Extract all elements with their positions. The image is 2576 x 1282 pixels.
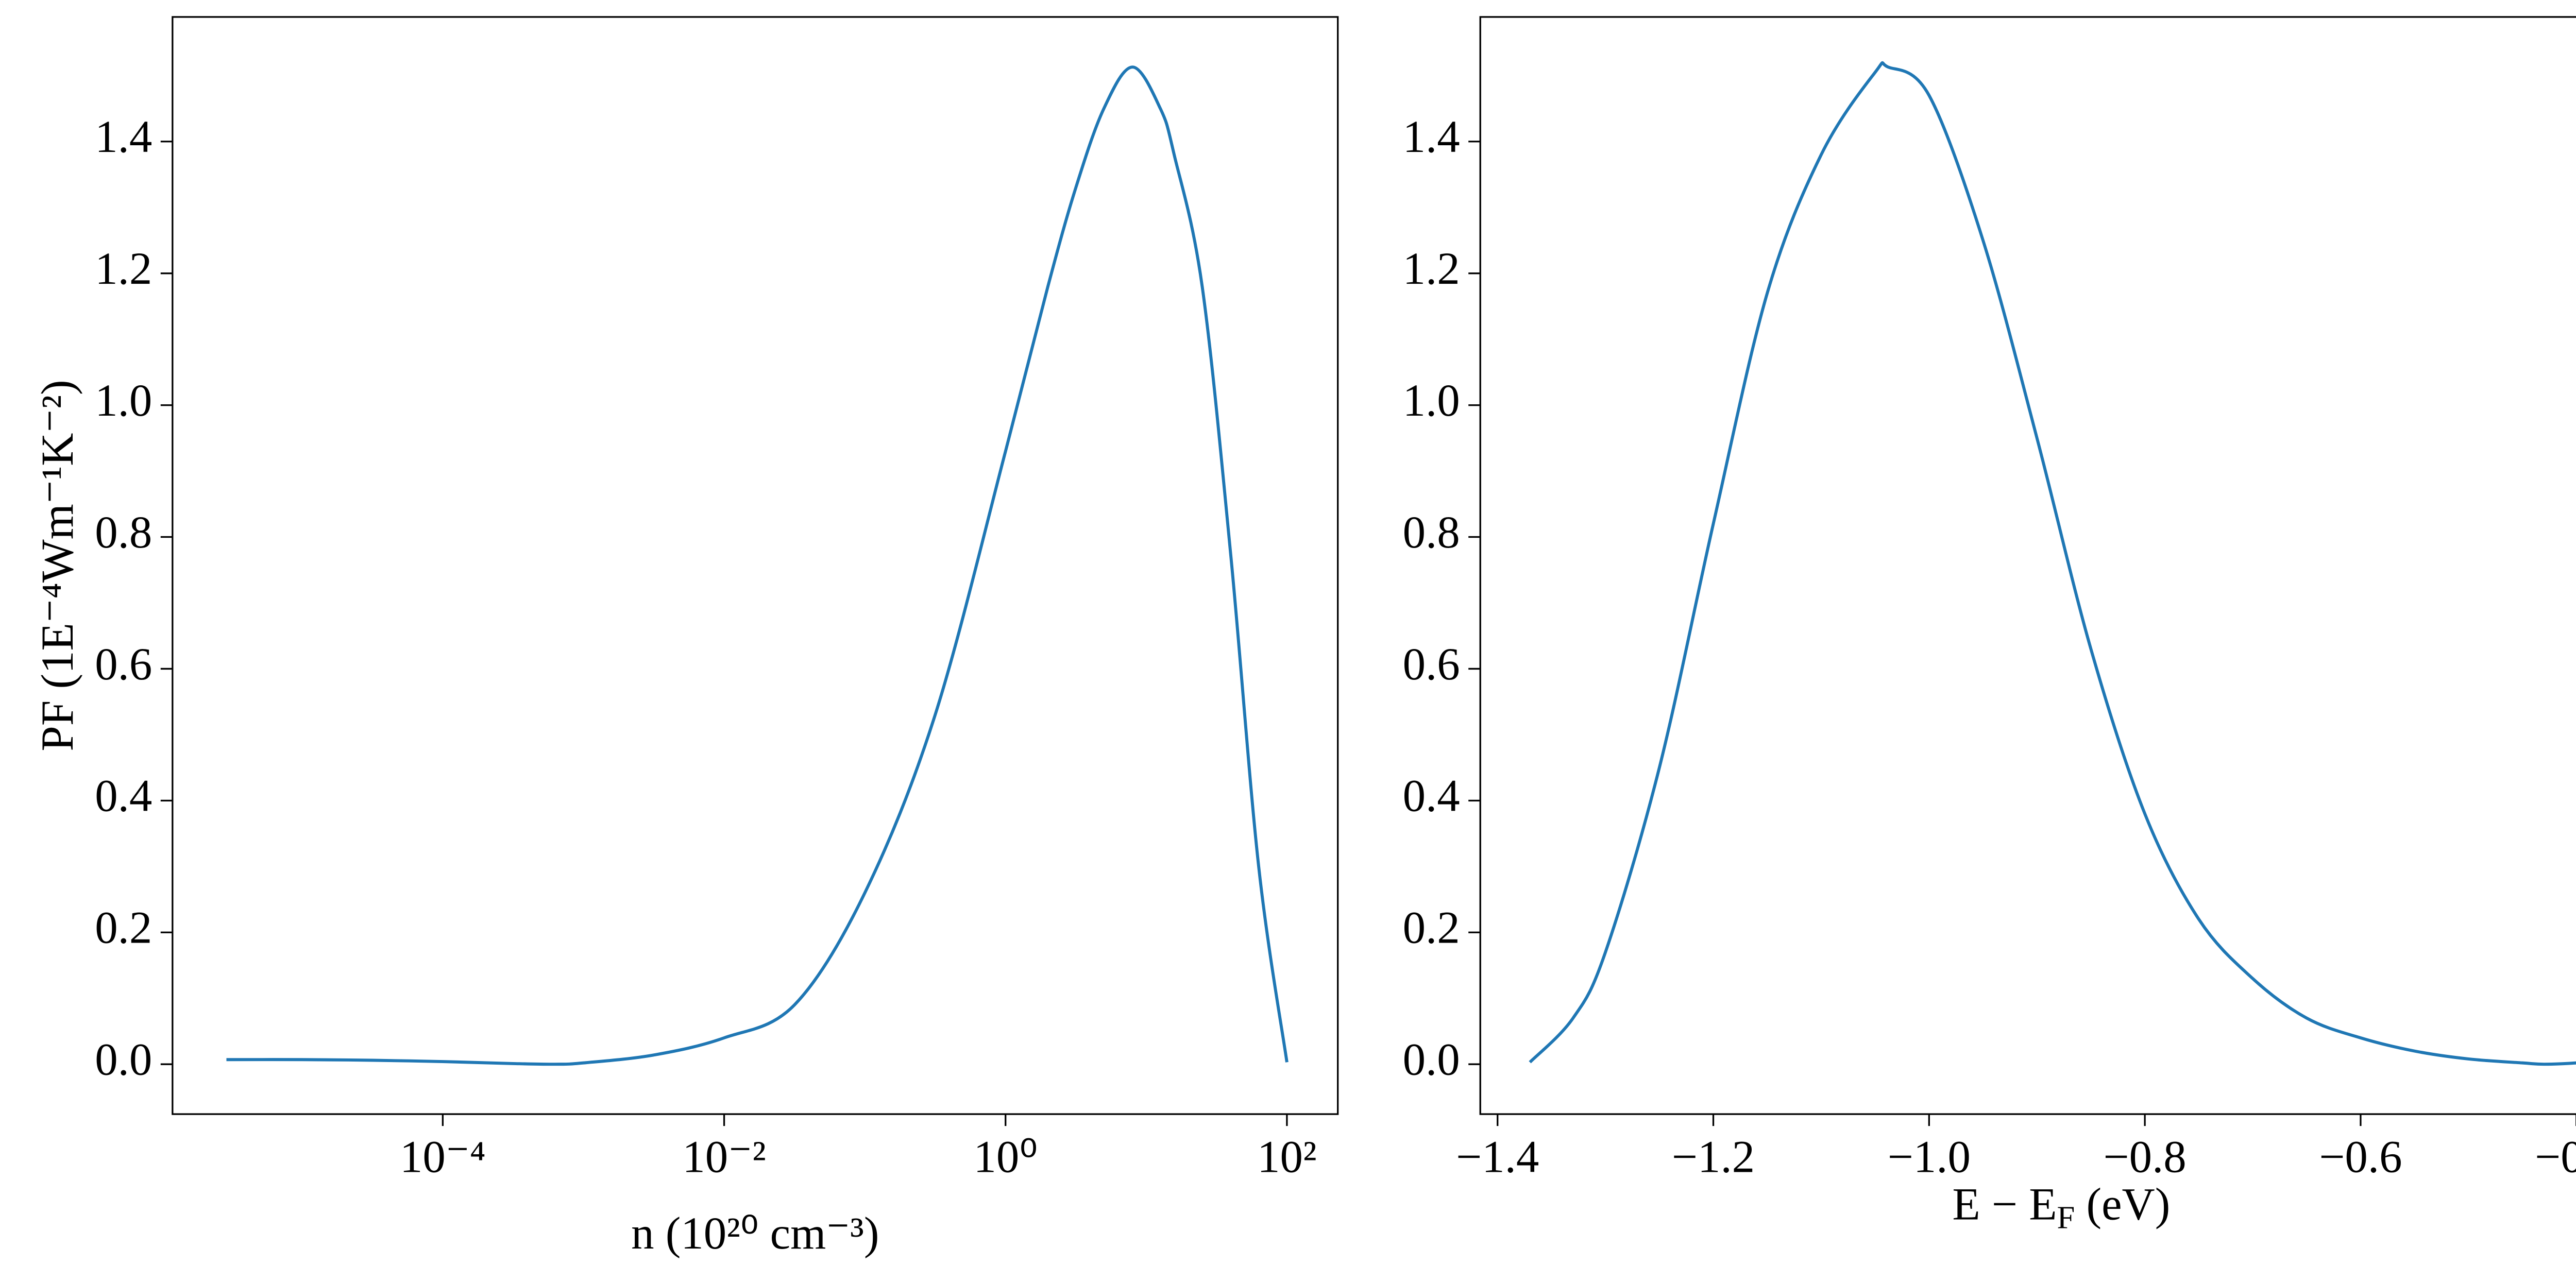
x-axis-label: n (10²⁰ cm⁻³) [631,1208,879,1259]
axes: 0.0 0.2 0.4 0.6 0.8 1.0 1.2 1.4 −1.4 −1.2 −1.0 −0.8… [1403,16,2576,1183]
plot-frame [172,16,1339,1115]
x-tick-label: 10⁻⁴ [400,1132,486,1183]
x-axis-label-part: F [2057,1200,2075,1236]
y-tick-label: 0.6 [95,639,152,690]
y-tick-label: 1.4 [1403,112,1460,162]
x-tick-label: −1.0 [1888,1132,1971,1183]
y-tick-label: 1.2 [95,244,152,294]
y-tick-label: 1.2 [1403,244,1460,294]
y-tick-label: 1.4 [95,112,152,162]
y-tick-label: 1.0 [95,375,152,426]
axes: 0.0 0.2 0.4 0.6 0.8 1.0 1.2 1.4 10⁻⁴ 10⁻² 10⁰ 10² [95,16,1339,1183]
x-axis-label-part: (eV) [2075,1180,2170,1230]
y-tick-label: 0.8 [95,507,152,558]
y-tick-label: 0.2 [95,903,152,953]
x-tick-label: −1.4 [1456,1132,1539,1183]
data-line [226,65,1289,1066]
y-tick-label: 0.2 [1403,903,1460,953]
x-tick-label: −0.4 [2535,1132,2576,1183]
y-tick-label: 0.0 [1403,1035,1460,1085]
y-axis-label: PF (1E⁻⁴Wm⁻¹K⁻²) [32,380,83,751]
x-axis-label: E − EF (eV) [1952,1180,2170,1236]
plot-frame [1479,16,2576,1115]
y-tick-label: 0.4 [1403,771,1460,822]
x-tick-label: −1.2 [1672,1132,1755,1183]
y-tick-label: 0.6 [1403,639,1460,690]
x-tick-label: −0.6 [2319,1132,2402,1183]
y-tick-label: 0.4 [95,771,152,822]
y-tick-label: 1.0 [1403,375,1460,426]
x-tick-label: 10⁻² [682,1132,766,1183]
x-tick-label: 10² [1257,1132,1317,1183]
x-tick-label: 10⁰ [973,1132,1038,1183]
x-tick-label: −0.8 [2104,1132,2187,1183]
y-tick-label: 0.0 [95,1035,152,1085]
y-tick-label: 0.8 [1403,507,1460,558]
data-line [1529,61,2576,1066]
x-axis-label-part: E − E [1952,1180,2057,1230]
